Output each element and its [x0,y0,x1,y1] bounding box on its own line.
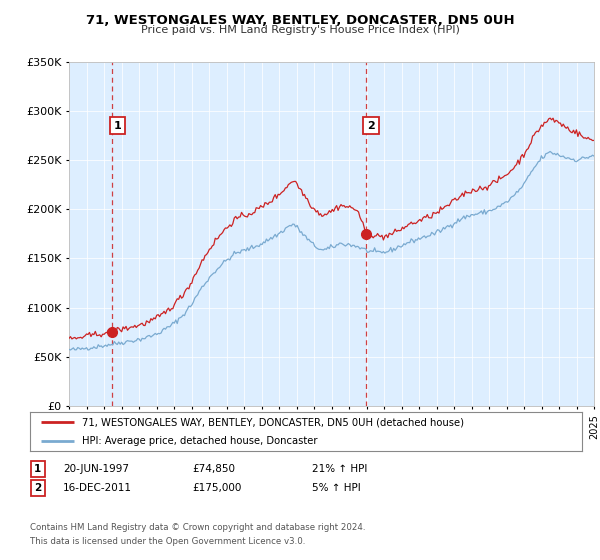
Text: HPI: Average price, detached house, Doncaster: HPI: Average price, detached house, Donc… [82,436,318,446]
Text: 16-DEC-2011: 16-DEC-2011 [63,483,132,493]
Text: £74,850: £74,850 [192,464,235,474]
Text: Price paid vs. HM Land Registry's House Price Index (HPI): Price paid vs. HM Land Registry's House … [140,25,460,35]
Text: 21% ↑ HPI: 21% ↑ HPI [312,464,367,474]
Text: 1: 1 [34,464,41,474]
Text: 20-JUN-1997: 20-JUN-1997 [63,464,129,474]
Text: 2: 2 [367,120,375,130]
Text: 71, WESTONGALES WAY, BENTLEY, DONCASTER, DN5 0UH (detached house): 71, WESTONGALES WAY, BENTLEY, DONCASTER,… [82,417,464,427]
Text: This data is licensed under the Open Government Licence v3.0.: This data is licensed under the Open Gov… [30,537,305,546]
Text: Contains HM Land Registry data © Crown copyright and database right 2024.: Contains HM Land Registry data © Crown c… [30,523,365,532]
Text: 71, WESTONGALES WAY, BENTLEY, DONCASTER, DN5 0UH: 71, WESTONGALES WAY, BENTLEY, DONCASTER,… [86,14,514,27]
Text: 5% ↑ HPI: 5% ↑ HPI [312,483,361,493]
Text: 2: 2 [34,483,41,493]
Text: £175,000: £175,000 [192,483,241,493]
Text: 1: 1 [113,120,121,130]
